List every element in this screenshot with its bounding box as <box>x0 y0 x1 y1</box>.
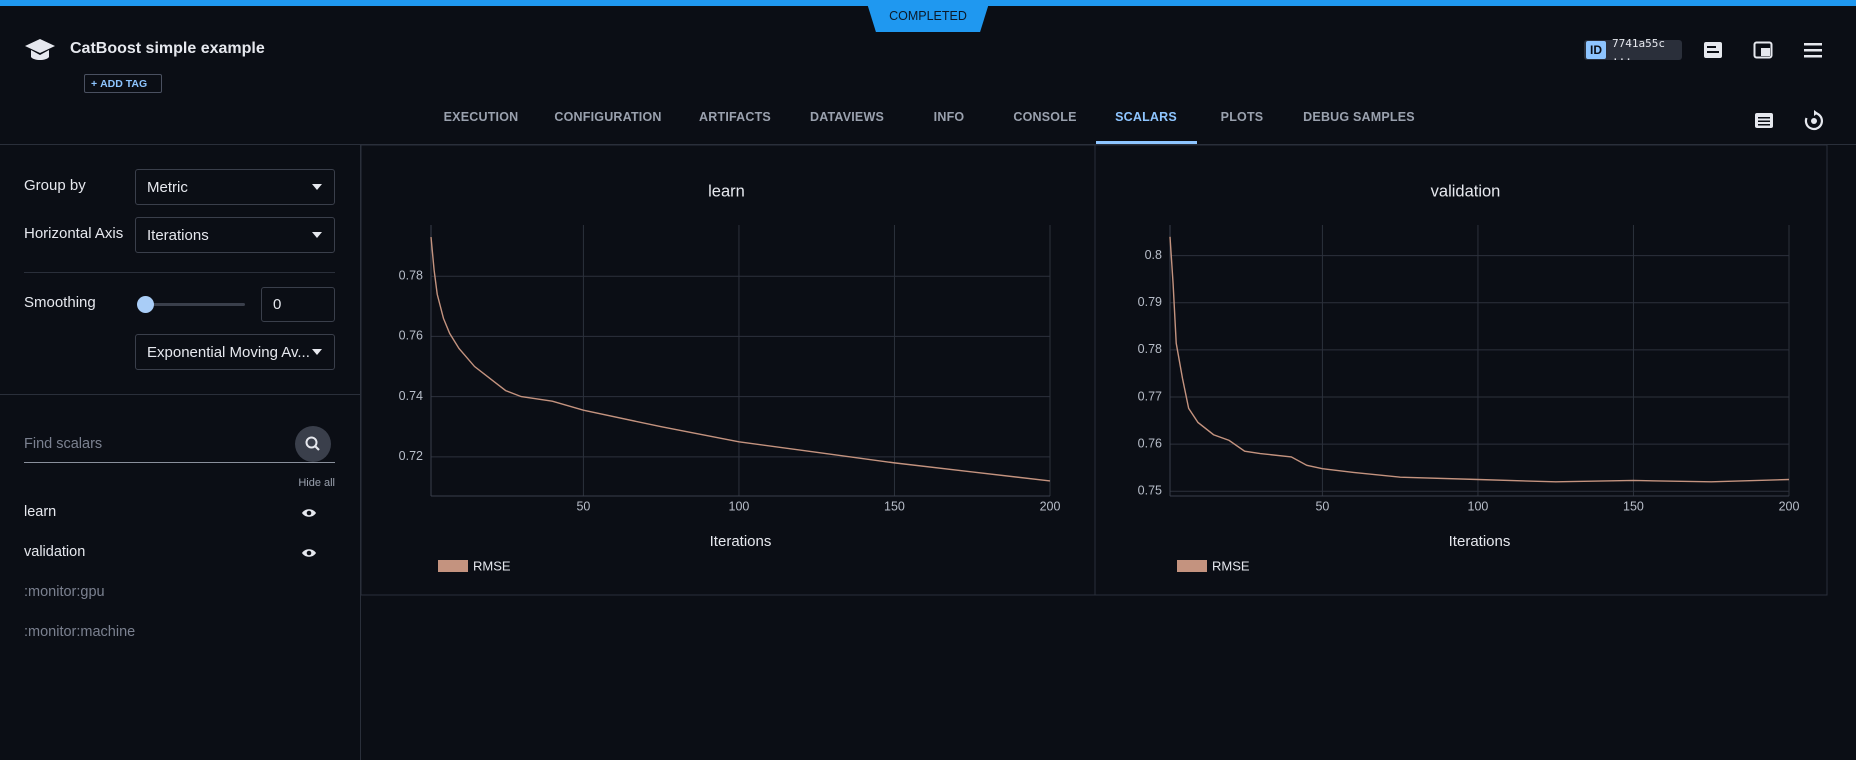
search-input[interactable]: Find scalars <box>24 436 103 452</box>
tab-underline <box>1096 141 1197 144</box>
line-series <box>430 236 1051 482</box>
tab-divider <box>0 144 1856 145</box>
y-tick-label: 0.75 <box>1138 484 1162 498</box>
search-button[interactable] <box>295 426 331 462</box>
id-label: ID <box>1586 41 1606 59</box>
x-tick-label: 150 <box>1623 499 1644 513</box>
scalar-item[interactable]: validation <box>24 544 86 560</box>
add-tag-label: ADD TAG <box>100 77 148 90</box>
y-tick-label: 0.76 <box>399 329 423 343</box>
tab[interactable]: SCALARS <box>1115 110 1177 124</box>
horizontal-axis-value: Iterations <box>147 226 209 244</box>
smoothing-method-select[interactable]: Exponential Moving Av... <box>135 334 335 370</box>
x-tick-label: 100 <box>1468 499 1489 513</box>
id-badge[interactable]: ID 7741a55c ... <box>1584 37 1682 63</box>
tab[interactable]: EXECUTION <box>443 110 519 124</box>
y-tick-label: 0.79 <box>1138 295 1162 309</box>
tab[interactable]: CONFIGURATION <box>554 110 662 124</box>
tab[interactable]: INFO <box>933 110 965 124</box>
horizontal-axis-select[interactable]: Iterations <box>135 217 335 253</box>
scalar-item[interactable]: learn <box>24 504 57 520</box>
y-tick-label: 0.77 <box>1138 389 1162 403</box>
y-tick-label: 0.78 <box>1138 342 1162 356</box>
x-tick-label: 50 <box>1315 499 1329 513</box>
smoothing-label: Smoothing <box>24 294 96 311</box>
y-tick-label: 0.76 <box>1138 436 1162 450</box>
scalar-item[interactable]: :monitor:gpu <box>24 584 105 600</box>
layout-icon[interactable] <box>1753 41 1773 59</box>
y-tick-label: 0.8 <box>1145 248 1162 262</box>
scalar-item[interactable]: :monitor:machine <box>24 624 136 640</box>
menu-icon[interactable] <box>1803 42 1823 58</box>
x-axis-label: Iterations <box>1449 533 1511 550</box>
info-icon[interactable] <box>1703 41 1723 59</box>
sidebar-divider <box>360 145 361 760</box>
chart-panel <box>360 144 1096 596</box>
legend-swatch <box>438 560 468 572</box>
refresh-icon[interactable] <box>1803 110 1825 132</box>
y-tick-label: 0.78 <box>399 268 423 282</box>
line-series <box>1169 236 1790 483</box>
legend-swatch <box>1177 560 1207 572</box>
chart-title: learn <box>708 182 745 200</box>
smoothing-track <box>145 303 245 306</box>
group-by-label: Group by <box>24 177 86 194</box>
x-tick-label: 200 <box>1040 499 1061 513</box>
x-axis-label: Iterations <box>710 533 772 550</box>
horizontal-axis-label: Horizontal Axis <box>24 225 124 242</box>
tab[interactable]: PLOTS <box>1220 110 1264 124</box>
smoothing-slider[interactable] <box>137 296 154 313</box>
add-tag-button[interactable]: + ADD TAG <box>84 74 163 93</box>
x-tick-label: 50 <box>576 499 590 513</box>
smoothing-method: Exponential Moving Av... <box>147 343 310 361</box>
y-tick-label: 0.72 <box>399 449 423 463</box>
visibility-toggle[interactable] <box>301 507 317 519</box>
group-by-select[interactable]: Metric <box>135 169 335 205</box>
tab[interactable]: ARTIFACTS <box>699 110 771 124</box>
search-underline <box>24 462 335 463</box>
status-badge: COMPLETED <box>866 0 990 32</box>
y-tick-label: 0.74 <box>399 389 423 403</box>
group-by-value: Metric <box>147 178 188 196</box>
tab[interactable]: CONSOLE <box>1013 110 1077 124</box>
tab[interactable]: DATAVIEWS <box>809 110 885 124</box>
tab[interactable]: DEBUG SAMPLES <box>1303 110 1415 124</box>
visibility-toggle[interactable] <box>301 547 317 559</box>
x-tick-label: 200 <box>1779 499 1800 513</box>
separator <box>24 272 335 273</box>
smoothing-input[interactable]: 0 <box>261 287 335 322</box>
chart-panel <box>1094 144 1828 596</box>
separator <box>0 394 360 395</box>
x-tick-label: 150 <box>884 499 905 513</box>
chart-title: validation <box>1431 182 1501 200</box>
logo-icon <box>25 39 55 60</box>
legend-label: RMSE <box>473 558 511 573</box>
hide-all-button[interactable]: Hide all <box>298 477 335 489</box>
smoothing-value: 0 <box>273 296 282 313</box>
id-value: 7741a55c ... <box>1612 37 1665 63</box>
table-view-icon[interactable] <box>1754 112 1774 129</box>
x-tick-label: 100 <box>729 499 750 513</box>
legend-label: RMSE <box>1212 558 1250 573</box>
task-title: CatBoost simple example <box>70 40 265 57</box>
